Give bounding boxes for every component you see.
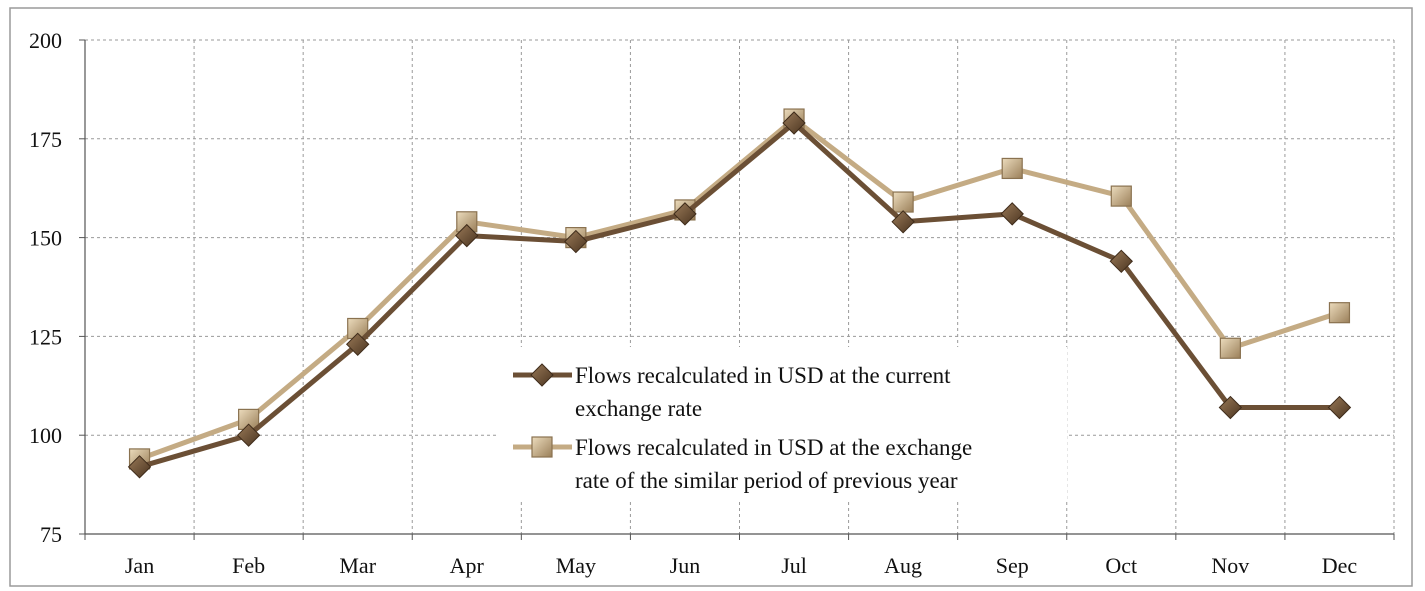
x-tick-label: Mar xyxy=(339,553,376,578)
series-layer xyxy=(127,108,1352,479)
series-2-line xyxy=(137,116,1342,462)
series-1-point xyxy=(564,229,588,254)
x-tick-label: Aug xyxy=(884,553,922,578)
series-1-point xyxy=(891,210,915,234)
series-2-point xyxy=(1219,337,1241,359)
axes: 75 100 125 150 175 200 Jan Feb Mar Apr May Jun Jul Au… xyxy=(29,28,1395,578)
x-tick-label: Jun xyxy=(670,553,701,578)
legend-label: rate of the similar period of previous y… xyxy=(575,468,958,493)
x-tick-label: Sep xyxy=(996,553,1029,578)
series-1-point xyxy=(673,202,697,226)
legend-label: exchange rate xyxy=(575,396,702,421)
legend-label: Flows recalculated in USD at the current xyxy=(575,363,951,388)
legend-entry-1: Flows recalculated in USD at the current… xyxy=(513,363,951,421)
y-tick-label: 75 xyxy=(40,522,62,547)
legend-swatch-marker xyxy=(530,363,554,387)
series-1-line xyxy=(137,120,1342,470)
x-tick-label: Dec xyxy=(1322,553,1358,578)
legend-label: Flows recalculated in USD at the exchang… xyxy=(575,435,972,460)
legend-entry-2: Flows recalculated in USD at the exchang… xyxy=(513,435,972,493)
series-1-point xyxy=(127,455,152,479)
y-tick-label: 200 xyxy=(29,28,62,53)
series-1-point xyxy=(1109,249,1133,274)
y-tick-label: 150 xyxy=(29,226,62,251)
y-tick-label: 125 xyxy=(29,324,62,349)
series-1-point xyxy=(782,111,806,135)
x-tick-label: Jan xyxy=(125,553,154,578)
x-tick-label: Apr xyxy=(450,553,485,578)
x-tick-label: Nov xyxy=(1211,553,1249,578)
series-2-point xyxy=(1328,302,1351,324)
series-1 xyxy=(127,111,1352,479)
series-1-point xyxy=(346,332,370,357)
series-2-point xyxy=(1001,157,1023,180)
x-tick-label: Oct xyxy=(1105,553,1137,578)
series-1-point xyxy=(455,223,479,248)
legend: Flows recalculated in USD at the current… xyxy=(497,347,1067,499)
series-1-point xyxy=(236,423,261,447)
series-1-point xyxy=(1327,395,1352,420)
y-tick-label: 175 xyxy=(29,127,62,152)
legend-swatch-marker xyxy=(531,436,553,458)
series-2-point xyxy=(1110,185,1132,207)
legend-background xyxy=(497,347,1067,499)
x-tick-label: Jul xyxy=(781,553,807,578)
series-1-point xyxy=(1000,202,1024,226)
x-tick-label: May xyxy=(556,553,596,578)
x-tick-label: Feb xyxy=(232,553,265,578)
series-2-point xyxy=(892,191,914,213)
series-1-point xyxy=(1218,395,1243,420)
y-tick-label: 100 xyxy=(29,423,62,448)
chart-frame xyxy=(9,7,1413,587)
grid xyxy=(85,39,1395,534)
